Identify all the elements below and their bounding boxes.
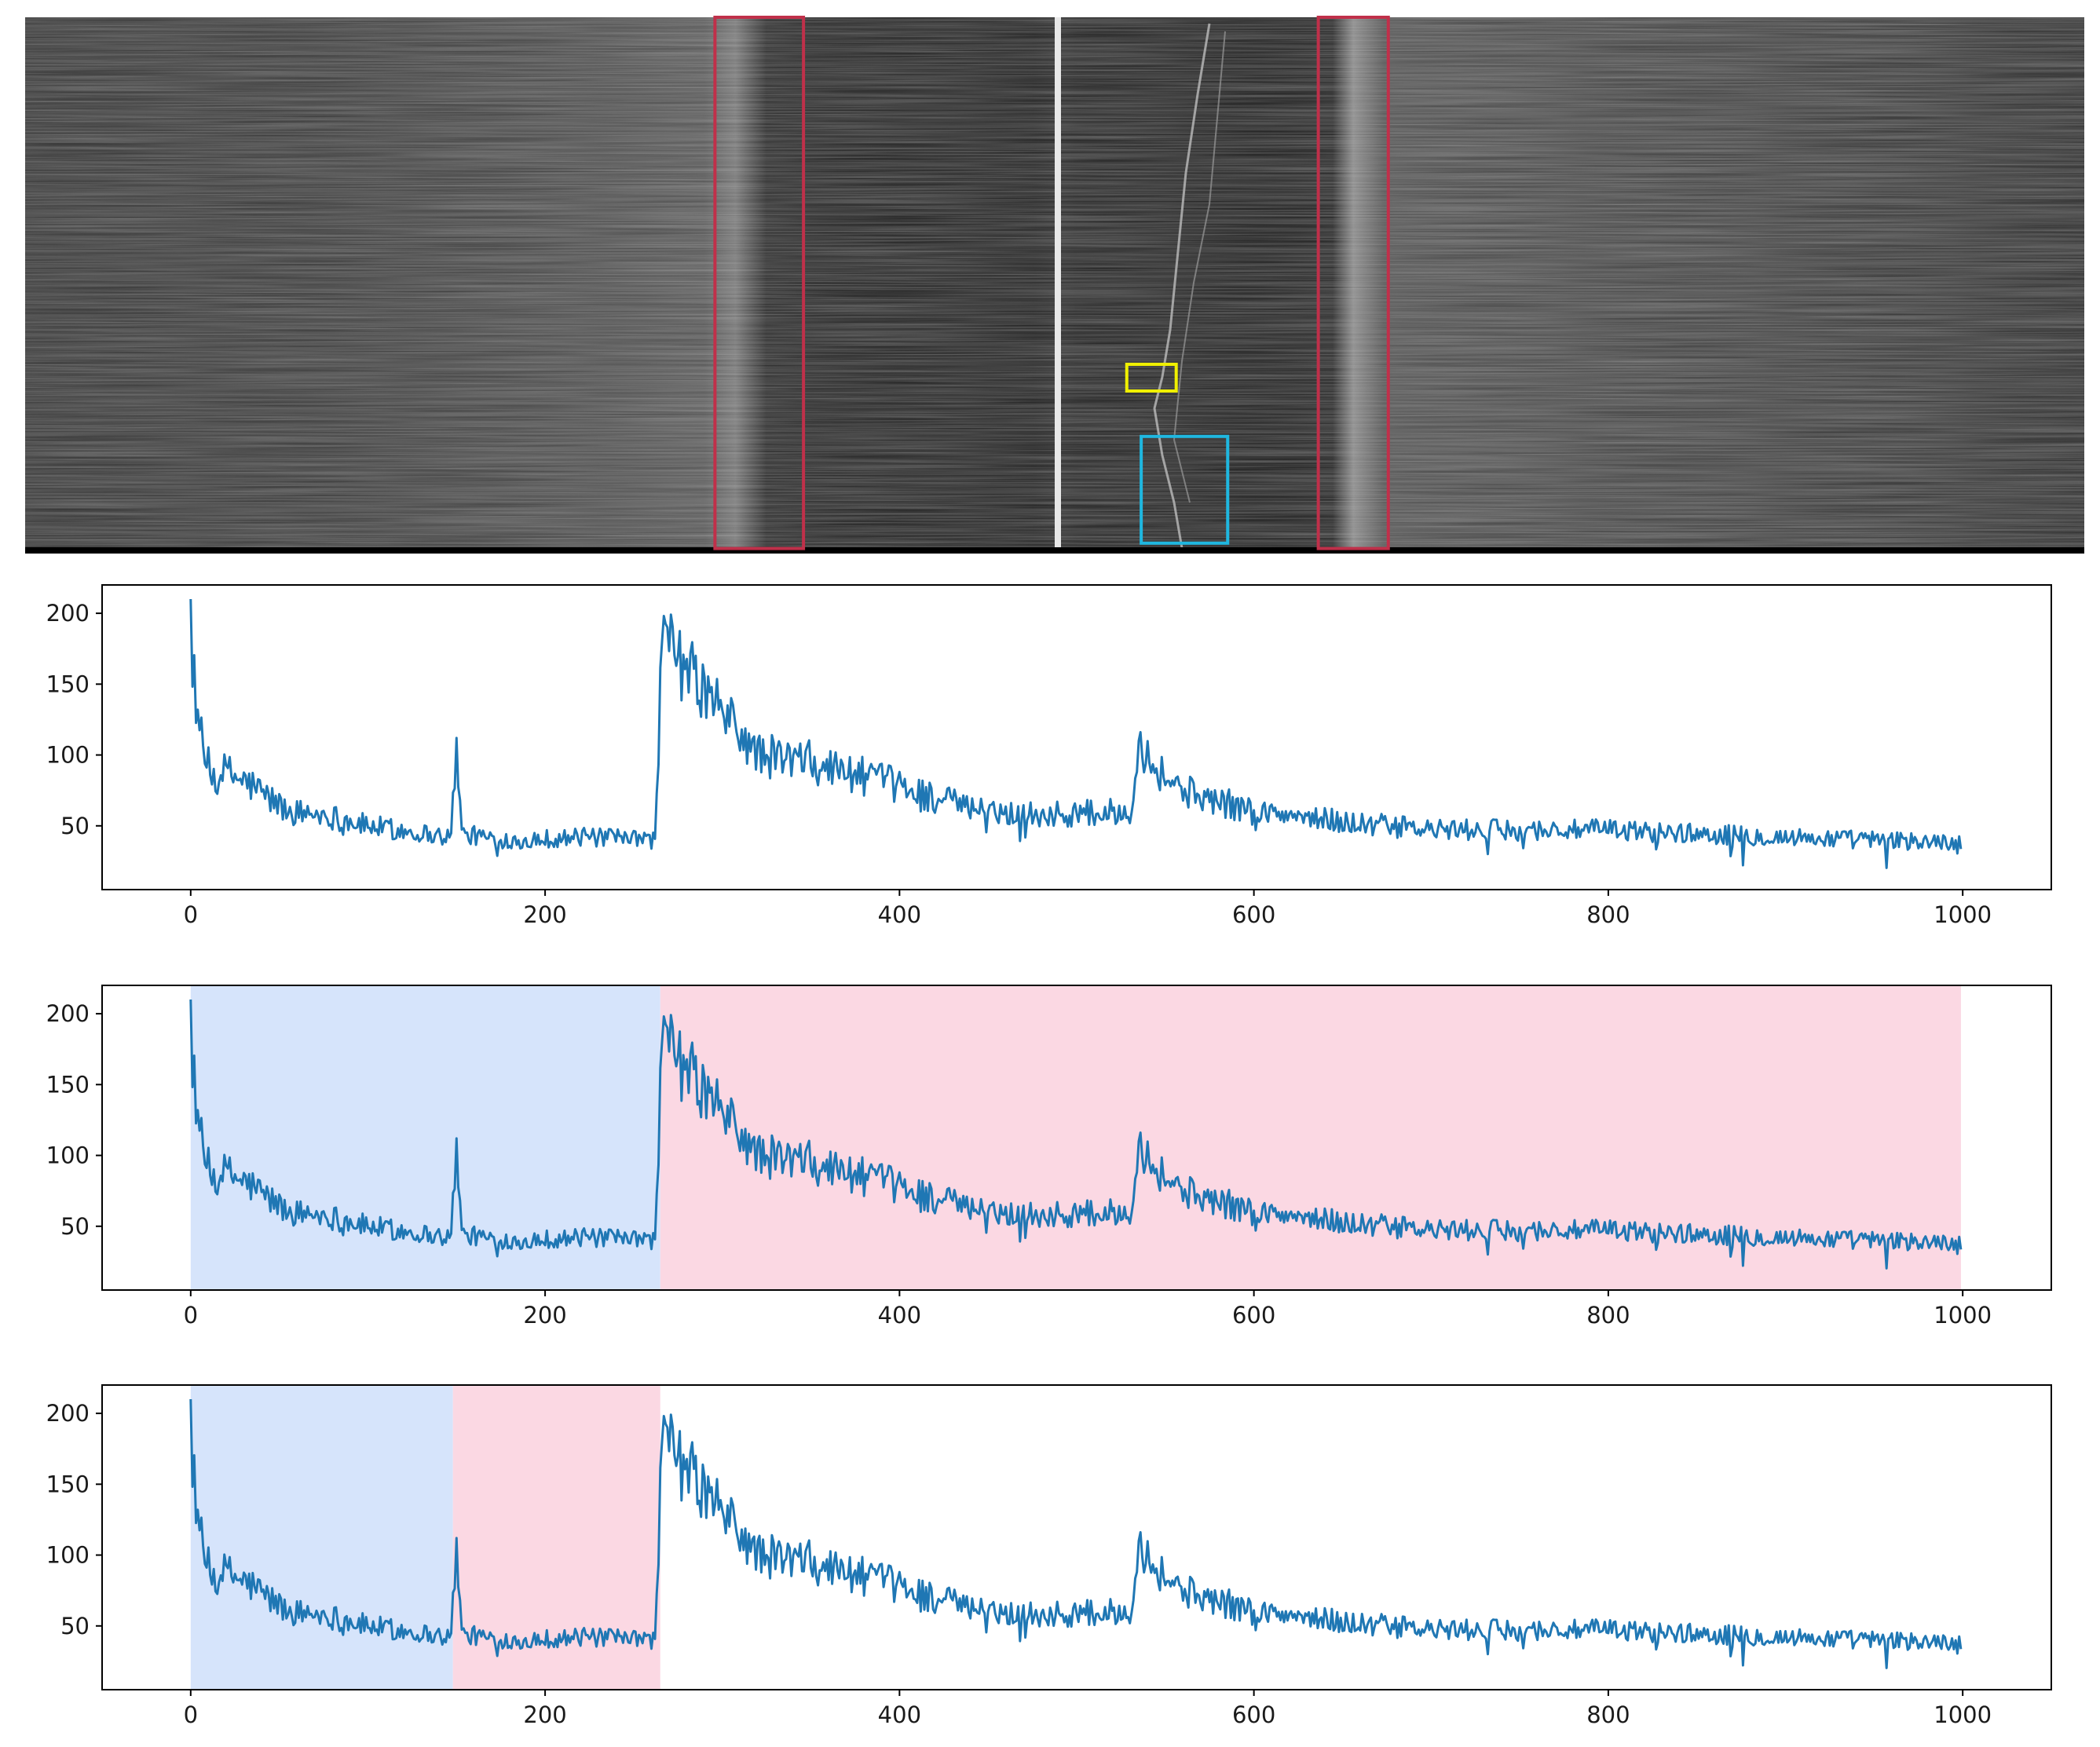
axes-frame <box>101 584 2052 890</box>
axes-frame <box>101 985 2052 1291</box>
signal-line <box>189 999 1963 1270</box>
x-tick-label: 0 <box>184 901 198 928</box>
y-tick-label: 100 <box>46 1142 90 1169</box>
y-tick-label: 200 <box>46 1000 90 1027</box>
shaded-region-blue <box>190 986 660 1289</box>
y-tick-label: 200 <box>46 600 90 627</box>
signal-line <box>189 598 1963 869</box>
x-tick-label: 200 <box>523 901 566 928</box>
x-tick-label: 200 <box>523 1302 566 1329</box>
y-tick-label: 100 <box>46 1542 90 1569</box>
y-tick-label: 150 <box>46 671 90 697</box>
y-tick-label: 150 <box>46 1071 90 1098</box>
x-tick-label: 800 <box>1586 901 1630 928</box>
y-tick-label: 50 <box>60 1613 90 1639</box>
x-tick-label: 1000 <box>1934 1302 1992 1329</box>
sonar-target-trace <box>1153 23 1211 549</box>
x-tick-label: 400 <box>878 1302 921 1329</box>
annotation-box-left-seabed-return <box>713 16 806 550</box>
y-tick-label: 150 <box>46 1471 90 1497</box>
x-tick-label: 1000 <box>1934 1701 1992 1728</box>
y-tick-label: 100 <box>46 742 90 769</box>
sonar-target-trace-2 <box>1173 31 1226 503</box>
chart-panel-bottom: 0 200 400 600 800 1000 50 100 150 200 <box>46 1384 2052 1728</box>
x-tick-label: 600 <box>1232 1701 1275 1728</box>
x-tick-label: 800 <box>1586 1302 1630 1329</box>
chart-panel-middle: 0 200 400 600 800 1000 50 100 150 200 <box>46 985 2052 1329</box>
x-tick-label: 0 <box>184 1302 198 1329</box>
annotation-box-right-seabed-return <box>1316 16 1390 550</box>
signal-line <box>189 1398 1963 1669</box>
x-tick-label: 0 <box>184 1701 198 1728</box>
y-tick-label: 200 <box>46 1400 90 1427</box>
x-tick-label: 200 <box>523 1701 566 1728</box>
y-tick-label: 50 <box>60 813 90 839</box>
x-tick-label: 1000 <box>1934 901 1992 928</box>
annotation-box-target-small <box>1125 363 1178 393</box>
sonar-image <box>25 16 2084 554</box>
x-tick-label: 800 <box>1586 1701 1630 1728</box>
plot-area <box>102 585 2051 890</box>
shaded-region-blue <box>190 1386 453 1689</box>
x-tick-label: 600 <box>1232 901 1275 928</box>
sonar-nadir-line <box>1055 17 1061 551</box>
y-tick-label: 50 <box>60 1213 90 1240</box>
annotation-box-target-large <box>1140 434 1230 545</box>
x-tick-label: 400 <box>878 901 921 928</box>
chart-panel-top: 0 200 400 600 800 1000 50 100 150 200 <box>46 584 2052 928</box>
sonar-bottom-edge <box>25 547 2084 554</box>
axes-frame <box>101 1384 2052 1690</box>
x-tick-label: 600 <box>1232 1302 1275 1329</box>
x-tick-label: 400 <box>878 1701 921 1728</box>
